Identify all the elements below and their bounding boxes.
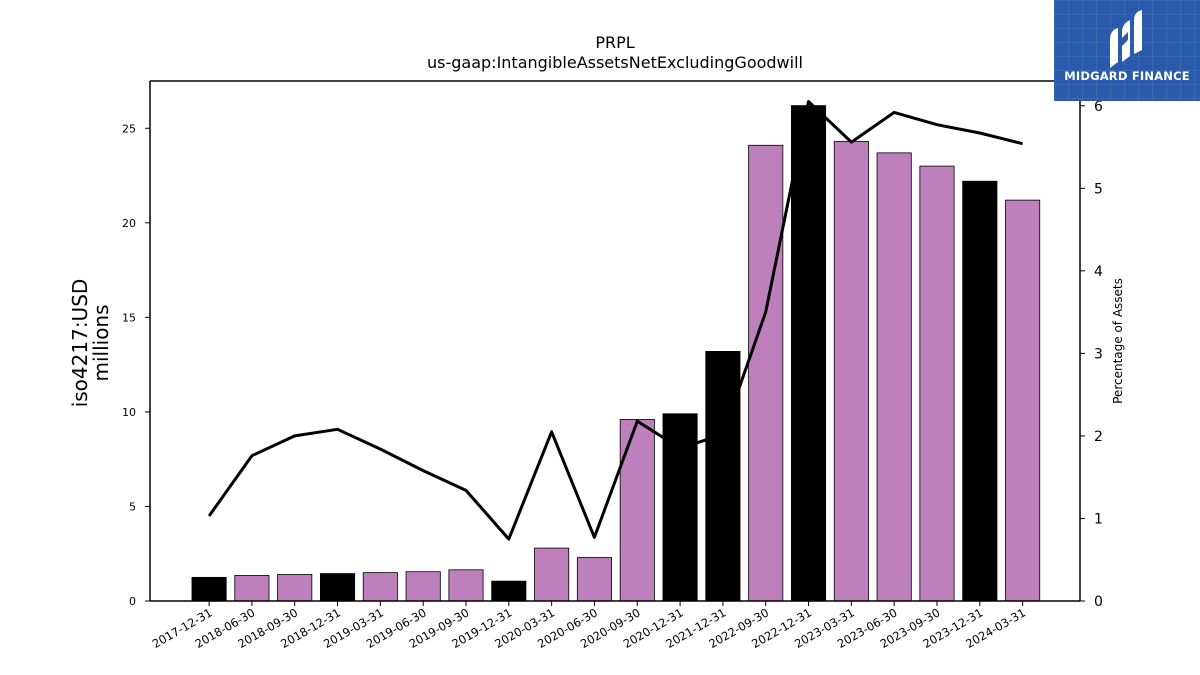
y-tick-label: 10 [122, 406, 136, 419]
bar [748, 144, 784, 602]
y2-tick-label: 3 [1094, 346, 1103, 362]
bar [833, 141, 869, 602]
chart-title: PRPL [595, 33, 634, 52]
y2-tick-label: 5 [1094, 181, 1103, 197]
y2-tick-label: 6 [1094, 99, 1103, 115]
y2-tick-label: 0 [1094, 594, 1103, 610]
bar [362, 572, 398, 602]
bar [534, 547, 570, 602]
bar [791, 105, 827, 602]
y-tick-label: 25 [122, 122, 136, 135]
chart-subtitle: us-gaap:IntangibleAssetsNetExcludingGood… [427, 53, 803, 72]
axes-group: 051015202501234562017-12-312018-06-30201… [122, 80, 1103, 651]
bar [705, 350, 741, 602]
brand-logo: MIDGARD FINANCE [1054, 0, 1200, 101]
bar [576, 557, 612, 602]
logo-text: MIDGARD FINANCE [1064, 69, 1190, 83]
bar [448, 569, 484, 602]
bar [234, 575, 270, 602]
y-axis-label: iso4217:USD [68, 279, 92, 408]
bars-group [191, 105, 1041, 602]
percentage-line [207, 100, 1023, 541]
y2-tick-label: 4 [1094, 264, 1103, 280]
bar [919, 165, 955, 602]
y-axis-unit: millions [89, 304, 113, 381]
bar [405, 571, 441, 602]
y-tick-label: 0 [129, 595, 136, 608]
bar [191, 576, 227, 602]
y2-tick-label: 2 [1094, 429, 1103, 445]
y-tick-label: 15 [122, 311, 136, 324]
bar [277, 574, 313, 602]
bar [876, 152, 912, 602]
bar [962, 180, 998, 602]
y2-tick-label: 1 [1094, 511, 1103, 527]
bar [491, 580, 527, 602]
bar [320, 573, 356, 602]
bar [1005, 199, 1041, 602]
logo-mark-icon [1110, 10, 1142, 68]
bar [619, 419, 655, 602]
y-tick-label: 20 [122, 217, 136, 230]
y-tick-label: 5 [129, 500, 136, 513]
y2-axis-label: Percentage of Assets [1111, 278, 1125, 404]
line-group [207, 100, 1023, 541]
